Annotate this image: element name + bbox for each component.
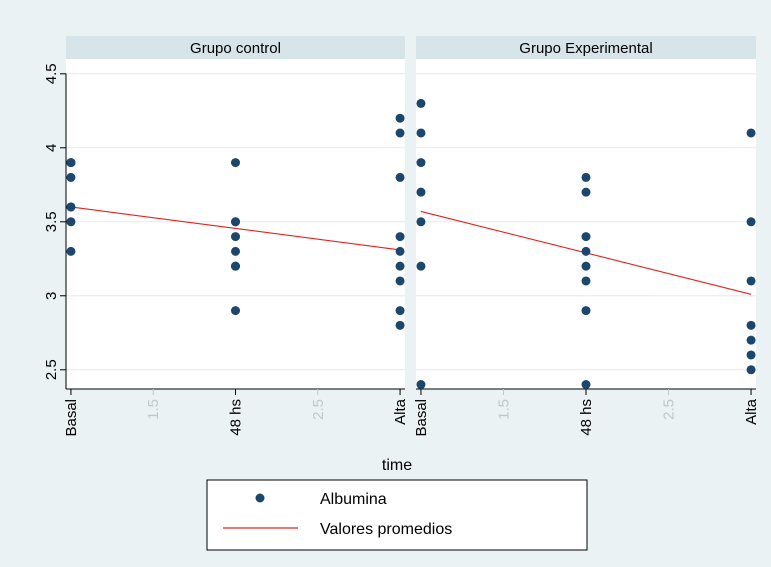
legend-label-albumina: Albumina: [320, 491, 387, 508]
albumina-point: [581, 276, 591, 286]
albumina-point: [746, 365, 756, 375]
albumina-point: [231, 261, 240, 271]
albumina-point: [66, 158, 76, 168]
legend-label-valores-promedios: Valores promedios: [320, 521, 452, 538]
albumina-point: [581, 172, 591, 182]
albumina-point: [416, 217, 426, 227]
legend-point-marker: [255, 493, 265, 503]
albumina-point: [416, 98, 426, 108]
legend-box: [206, 479, 588, 551]
albumina-point: [746, 128, 756, 138]
plot-area: [416, 59, 756, 389]
albumina-point: [395, 276, 405, 286]
x-tick-label: Basal: [63, 399, 80, 437]
y-tick-label: 4.5: [43, 63, 60, 84]
albumina-point: [746, 350, 756, 360]
albumina-point: [581, 380, 591, 390]
albumina-point: [395, 172, 405, 182]
x-tick-label: 2.5: [661, 399, 678, 420]
y-tick-label: 3: [43, 292, 60, 300]
albumina-point: [66, 246, 76, 256]
albumina-point: [581, 261, 591, 271]
panel-2: Grupo Experimental Basal 1.5 48 hs 2.5 Alta: [413, 36, 760, 437]
x-tick-label: 48 hs: [228, 399, 245, 436]
albumina-point: [66, 202, 76, 212]
x-tick-label: Alta: [743, 398, 760, 425]
albumina-point: [581, 187, 591, 197]
y-tick-label: 2.5: [43, 359, 60, 380]
albumina-point: [395, 246, 405, 256]
albumina-point: [746, 320, 756, 330]
albumina-point: [746, 335, 756, 345]
albumina-point: [416, 261, 426, 271]
albumina-point: [581, 306, 591, 316]
panel-header: [416, 36, 756, 59]
x-tick-label: 1.5: [495, 399, 512, 420]
albumina-point: [746, 217, 756, 227]
albumina-point: [395, 320, 405, 330]
albumina-point: [581, 246, 591, 256]
legend: Albumina Valores promedios: [206, 479, 588, 551]
y-tick-label: 4: [43, 144, 60, 152]
albumina-point: [416, 380, 426, 390]
albumina-point: [395, 306, 405, 316]
x-axis-title: time: [382, 457, 412, 474]
albumina-point: [66, 172, 76, 182]
albumina-point: [231, 306, 240, 316]
albumina-point: [395, 232, 405, 242]
panel-header: [66, 36, 405, 59]
albumina-point: [746, 276, 756, 286]
albumina-point: [66, 217, 76, 227]
y-tick-label: 3.5: [43, 211, 60, 232]
x-tick-label: Alta: [392, 398, 409, 425]
valores-promedios-line: [70, 206, 401, 251]
albumina-point: [231, 232, 240, 242]
albumina-point: [416, 158, 426, 168]
albumina-point: [416, 187, 426, 197]
panel-title: Grupo Experimental: [519, 40, 652, 57]
x-tick-label: Basal: [413, 399, 430, 437]
x-tick-label: 1.5: [145, 399, 162, 420]
albumina-point: [416, 128, 426, 138]
panel-1: Grupo control 2.5 3 3.5 4 4.5 Basal 1.5 48 hs 2.5…: [43, 36, 409, 437]
albumina-point: [395, 128, 405, 138]
albumina-point: [395, 261, 405, 271]
panel-title: Grupo control: [190, 40, 281, 57]
panels: Grupo control 2.5 3 3.5 4 4.5 Basal 1.5 48 hs 2.5…: [43, 36, 760, 437]
albumina-point: [231, 158, 240, 168]
albumina-point: [395, 113, 405, 123]
albumina-point: [231, 246, 240, 256]
x-tick-label: 48 hs: [578, 399, 595, 436]
albumina-point: [581, 232, 591, 242]
x-tick-label: 2.5: [310, 399, 327, 420]
albumina-point: [231, 217, 240, 227]
